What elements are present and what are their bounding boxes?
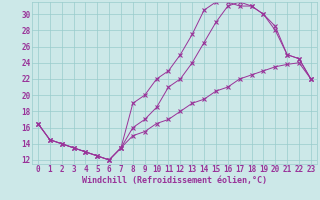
X-axis label: Windchill (Refroidissement éolien,°C): Windchill (Refroidissement éolien,°C) xyxy=(82,176,267,185)
